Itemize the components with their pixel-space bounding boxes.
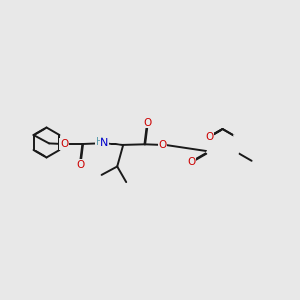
Text: O: O bbox=[187, 157, 195, 167]
Text: O: O bbox=[206, 131, 214, 142]
Text: O: O bbox=[76, 160, 84, 170]
Text: O: O bbox=[159, 140, 167, 150]
Text: H: H bbox=[96, 137, 103, 147]
Text: O: O bbox=[60, 139, 68, 149]
Polygon shape bbox=[107, 143, 123, 145]
Text: N: N bbox=[100, 138, 109, 148]
Text: O: O bbox=[143, 118, 151, 128]
